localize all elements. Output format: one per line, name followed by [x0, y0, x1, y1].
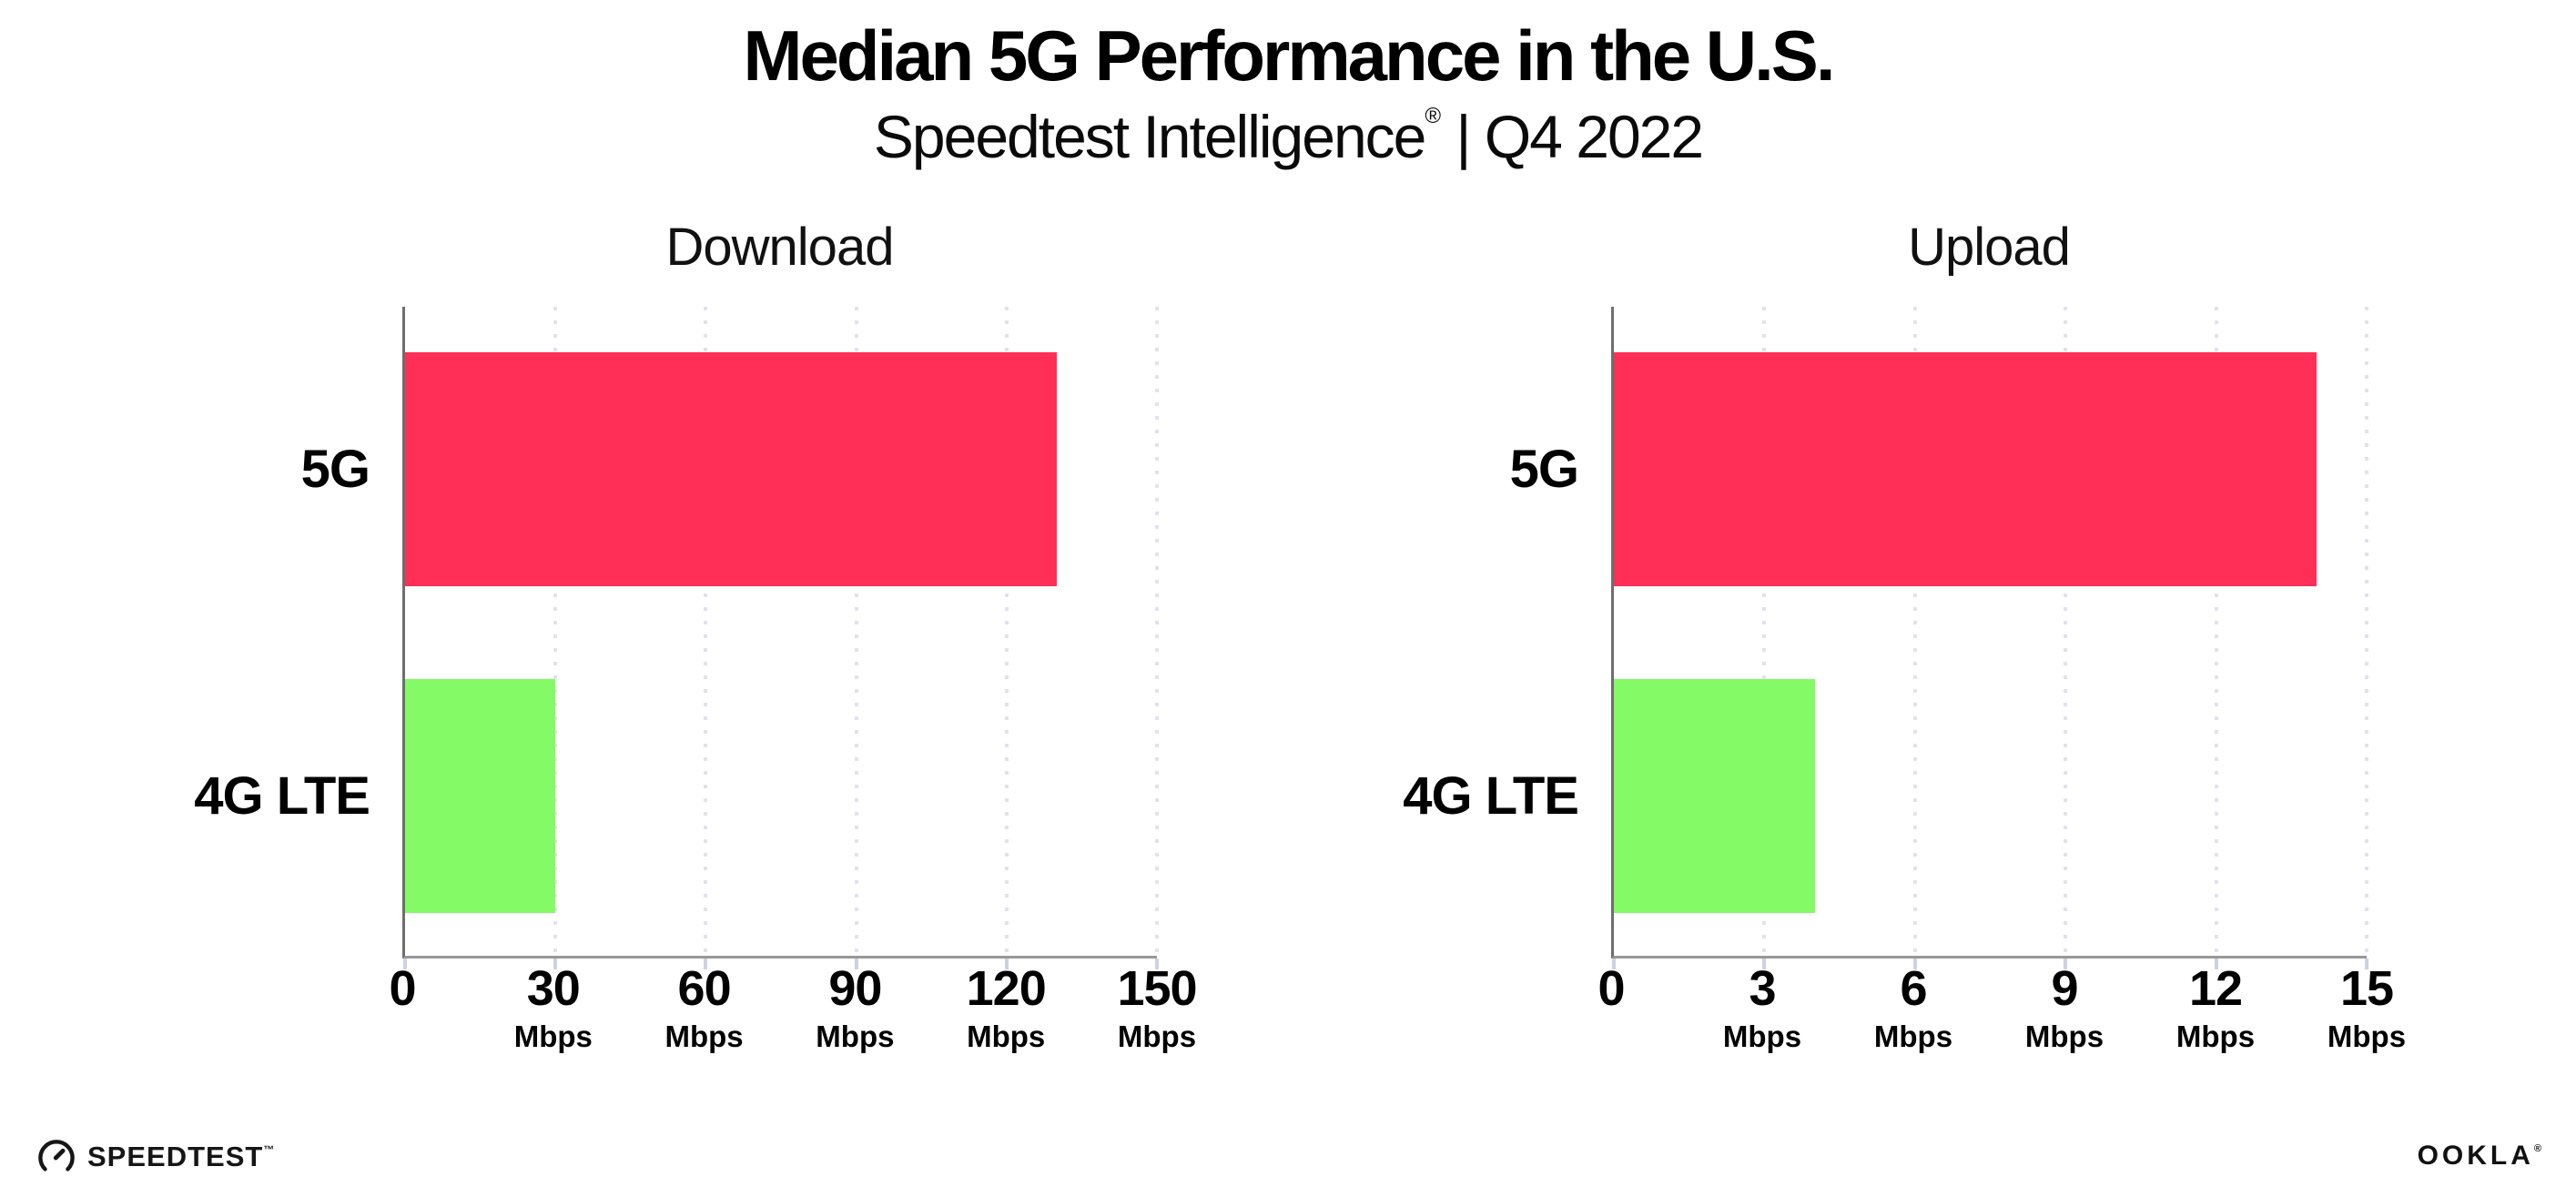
tick-label: 120 Mbps [933, 959, 1079, 1055]
gridline [1155, 307, 1159, 956]
tick-label: 12 Mbps [2143, 959, 2288, 1055]
tick-label: 3 Mbps [1689, 959, 1835, 1055]
ookla-registered-mark: ® [2533, 1143, 2541, 1154]
gridline [2214, 307, 2218, 956]
chart-title: Upload [1908, 218, 2071, 277]
tick-mark [2064, 959, 2068, 969]
tick-mark [1912, 959, 1917, 969]
tick-mark [2214, 959, 2218, 969]
tick-mark [403, 959, 407, 969]
bar-5g [405, 352, 1057, 586]
tick-unit: Mbps [513, 1019, 593, 1053]
tick-unit: Mbps [2024, 1019, 2104, 1053]
tick-label: 150 Mbps [1084, 959, 1230, 1055]
tick-label: 90 Mbps [782, 959, 928, 1055]
gridline [1762, 307, 1767, 956]
tick-unit: Mbps [1873, 1019, 1953, 1053]
bar-4g-lte [1614, 679, 1815, 913]
tick-unit: Mbps [2327, 1019, 2407, 1053]
category-label: 4G LTE [1403, 766, 1579, 826]
tick-number: 0 [389, 961, 416, 1016]
tick-number: 15 [2339, 961, 2394, 1016]
tick-label: 6 Mbps [1841, 959, 1986, 1055]
plot-area [402, 307, 1159, 969]
ookla-wordmark: OOKLA® [2418, 1141, 2541, 1172]
tick-mark [553, 959, 558, 969]
tick-mark [1612, 959, 1616, 969]
speedtest-logo: SPEEDTEST™ [36, 1137, 275, 1177]
gridline [553, 307, 558, 956]
bar-5g [1614, 352, 2317, 586]
gridline [1912, 307, 1917, 956]
speedtest-wordmark: SPEEDTEST™ [87, 1141, 275, 1173]
speedtest-gauge-icon [38, 1140, 75, 1172]
category-label: 4G LTE [194, 766, 370, 826]
tick-label: 0 [330, 959, 475, 1019]
tick-number: 3 [1749, 961, 1776, 1016]
tick-mark [1004, 959, 1009, 969]
upload-chart-panel: Upload 0 3 Mbps 6 Mbps 9 Mbps 12 Mbps 15 Mbps 5G 4G L… [1338, 209, 2406, 1106]
tick-unit: Mbps [967, 1019, 1046, 1053]
subtitle-brand: Speedtest Intelligence [873, 103, 1426, 170]
tick-number: 30 [526, 961, 581, 1016]
tick-mark [2365, 959, 2368, 969]
tick-number: 12 [2188, 961, 2243, 1016]
tick-number: 60 [677, 961, 732, 1016]
tick-number: 9 [2051, 961, 2078, 1016]
x-axis-ticks: 0 3 Mbps 6 Mbps 9 Mbps 12 Mbps 15 Mbps [1597, 959, 2406, 1104]
subtitle-period: | Q4 2022 [1441, 103, 1704, 170]
gridline [2365, 307, 2368, 956]
tick-mark [1762, 959, 1767, 969]
gridline [1004, 307, 1009, 956]
tick-unit: Mbps [1117, 1019, 1197, 1053]
trademark-mark: ™ [263, 1143, 276, 1156]
tick-unit: Mbps [1722, 1019, 1802, 1053]
tick-label: 15 Mbps [2294, 959, 2439, 1055]
x-axis-ticks: 0 30 Mbps 60 Mbps 90 Mbps 120 Mbps 150 Mbps [389, 959, 1197, 1104]
page-title: Median 5G Performance in the U.S. [743, 15, 1836, 96]
ookla-logo: OOKLA® [2418, 1141, 2541, 1172]
tick-mark [1155, 959, 1159, 969]
page-subtitle: Speedtest Intelligence® | Q4 2022 [0, 102, 2576, 171]
tick-number: 120 [966, 961, 1047, 1016]
tick-number: 150 [1117, 961, 1197, 1016]
registered-mark: ® [1425, 104, 1442, 128]
tick-number: 90 [828, 961, 882, 1016]
chart-title: Download [665, 218, 895, 277]
tick-label: 0 [1538, 959, 1684, 1019]
tick-label: 60 Mbps [632, 959, 777, 1055]
gridline [704, 307, 708, 956]
tick-number: 0 [1597, 961, 1625, 1016]
tick-number: 6 [1900, 961, 1927, 1016]
tick-label: 30 Mbps [481, 959, 626, 1055]
ookla-label: OOKLA [2417, 1141, 2534, 1171]
plot-area [1611, 307, 2368, 969]
category-label: 5G [1509, 440, 1579, 499]
gridline [2064, 307, 2068, 956]
download-chart-panel: Download 0 30 Mbps 60 Mbps 90 Mbps 120 Mbps 150 Mbp… [127, 209, 1197, 1106]
category-label: 5G [300, 440, 370, 499]
tick-unit: Mbps [664, 1019, 744, 1053]
tick-label: 9 Mbps [1992, 959, 2137, 1055]
tick-unit: Mbps [2175, 1019, 2256, 1053]
gridline [854, 307, 858, 956]
tick-mark [704, 959, 708, 969]
speedtest-label: SPEEDTEST [87, 1141, 264, 1172]
tick-mark [854, 959, 858, 969]
bar-4g-lte [405, 679, 556, 913]
tick-unit: Mbps [816, 1019, 895, 1053]
